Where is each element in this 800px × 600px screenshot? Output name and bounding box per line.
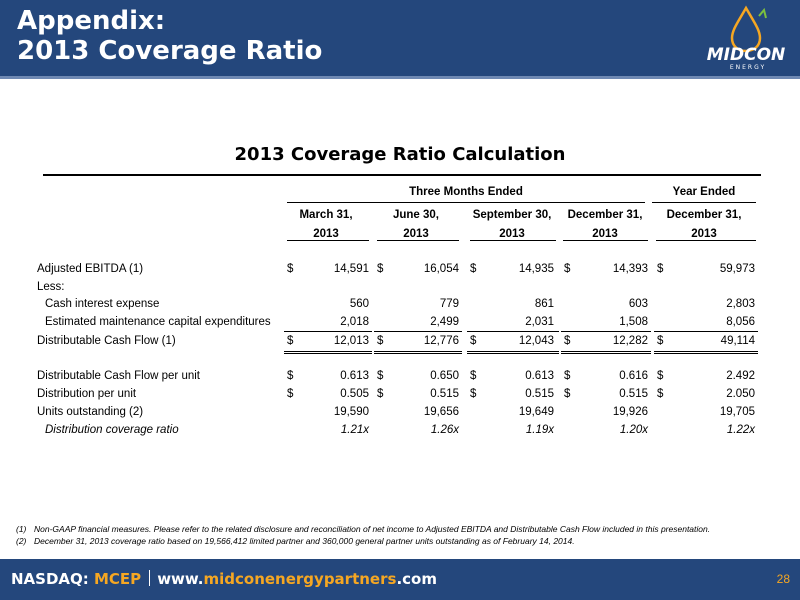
footer-contact: NASDAQ: MCEP www.midconenergypartners.com bbox=[11, 570, 437, 588]
total-double-rule bbox=[374, 351, 462, 354]
column-rule bbox=[656, 240, 756, 241]
table-row-cash-interest: Cash interest expense 560 779 861 603 2,… bbox=[0, 295, 800, 313]
column-header-dec: December 31, 2013 bbox=[567, 209, 643, 240]
table-row-dcf-per-unit: Distributable Cash Flow per unit $0.613 … bbox=[0, 367, 800, 385]
total-double-rule bbox=[561, 351, 651, 354]
row-label: Distribution coverage ratio bbox=[45, 424, 179, 436]
row-label: Distributable Cash Flow (1) bbox=[37, 335, 176, 347]
flame-icon bbox=[730, 5, 762, 53]
total-double-rule bbox=[654, 351, 758, 354]
title-rule bbox=[43, 174, 761, 176]
group-header-three-months: Three Months Ended bbox=[409, 186, 523, 198]
ticker: MCEP bbox=[94, 570, 142, 588]
subtotal-rule bbox=[374, 331, 462, 332]
slide-footer: NASDAQ: MCEP www.midconenergypartners.com… bbox=[0, 559, 800, 600]
table-row-adjusted-ebitda: Adjusted EBITDA (1) $14,591 $16,054 $14,… bbox=[0, 260, 800, 278]
footnotes: (1) Non-GAAP financial measures. Please r… bbox=[16, 523, 710, 547]
midcon-logo: MIDCON ENERGY bbox=[707, 5, 786, 71]
page-number: 28 bbox=[776, 572, 790, 586]
column-rule bbox=[470, 240, 556, 241]
subtotal-rule bbox=[467, 331, 559, 332]
subtotal-rule bbox=[561, 331, 651, 332]
slide-header: Appendix: 2013 Coverage Ratio MIDCON ENE… bbox=[0, 0, 800, 76]
group-rule-three-months bbox=[287, 202, 645, 203]
row-label: Units outstanding (2) bbox=[37, 406, 144, 418]
column-rule bbox=[377, 240, 459, 241]
column-header-sep: September 30, 2013 bbox=[472, 209, 552, 240]
row-label: Cash interest expense bbox=[45, 298, 160, 310]
table-row-coverage-ratio: Distribution coverage ratio 1.21x 1.26x … bbox=[0, 421, 800, 439]
group-header-year-ended: Year Ended bbox=[672, 186, 736, 198]
row-label: Less: bbox=[37, 281, 65, 293]
column-rule bbox=[563, 240, 648, 241]
total-double-rule bbox=[284, 351, 372, 354]
table-row-maintenance-capex: Estimated maintenance capital expenditur… bbox=[0, 313, 800, 331]
logo-text: MIDCON bbox=[707, 45, 786, 65]
table-row-units-outstanding: Units outstanding (2) 19,590 19,656 19,6… bbox=[0, 403, 800, 421]
row-label: Adjusted EBITDA (1) bbox=[37, 263, 144, 275]
row-label: Distribution per unit bbox=[37, 388, 137, 400]
column-header-year-dec: December 31, 2013 bbox=[666, 209, 742, 240]
table-row-distribution-per-unit: Distribution per unit $0.505 $0.515 $0.5… bbox=[0, 385, 800, 403]
header-divider bbox=[0, 76, 800, 79]
row-label: Estimated maintenance capital expenditur… bbox=[45, 316, 271, 328]
subtotal-rule bbox=[284, 331, 372, 332]
footnote-1: (1) Non-GAAP financial measures. Please r… bbox=[16, 524, 711, 534]
table-row-less: Less: bbox=[0, 278, 800, 296]
footer-separator bbox=[149, 570, 151, 586]
group-rule-year-ended bbox=[652, 202, 756, 203]
column-header-jun: June 30, 2013 bbox=[392, 209, 440, 240]
column-header-mar: March 31, 2013 bbox=[299, 209, 353, 240]
website-link[interactable]: www.midconenergypartners.com bbox=[157, 570, 437, 588]
total-double-rule bbox=[467, 351, 559, 354]
column-rule bbox=[287, 240, 369, 241]
slide-title: Appendix: 2013 Coverage Ratio bbox=[17, 6, 323, 66]
table-row-distributable-cash-flow: Distributable Cash Flow (1) $12,013 $12,… bbox=[0, 332, 800, 350]
row-label: Distributable Cash Flow per unit bbox=[37, 370, 200, 382]
footnote-2: (2) December 31, 2013 coverage ratio base… bbox=[16, 536, 575, 546]
logo-subtext: ENERGY bbox=[730, 64, 766, 71]
table-title: 2013 Coverage Ratio Calculation bbox=[234, 144, 566, 165]
subtotal-rule bbox=[654, 331, 758, 332]
